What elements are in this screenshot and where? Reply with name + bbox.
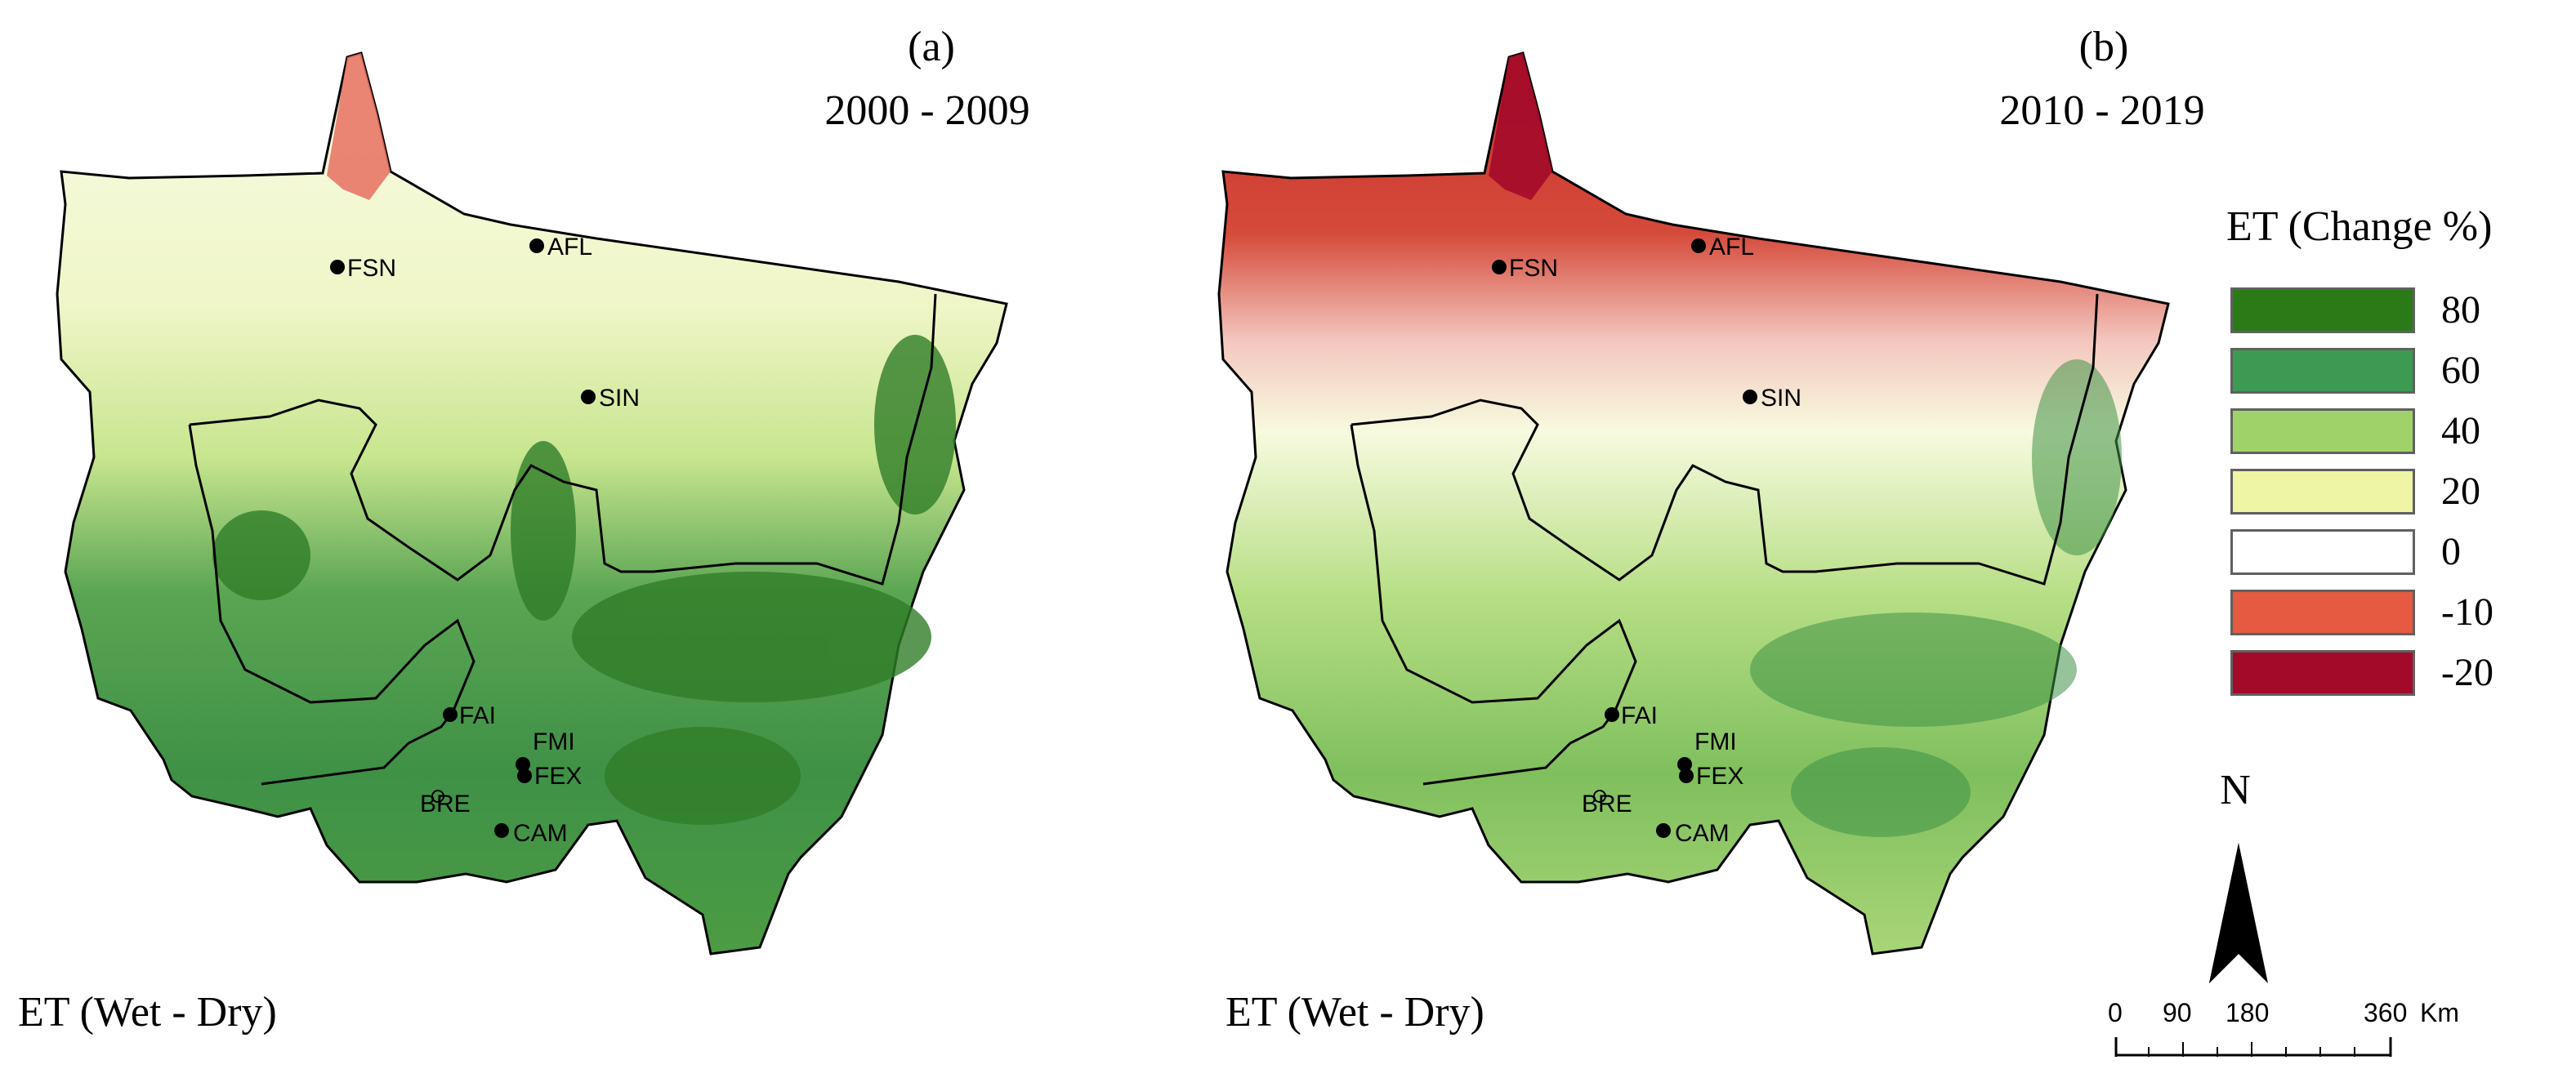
site-label-cam: CAM: [513, 820, 568, 847]
site-label-fsn: FSN: [347, 255, 396, 282]
legend-item: 20: [2230, 469, 2557, 519]
vegetation-patches: [1750, 359, 2122, 837]
site-marker-fsn: [1492, 260, 1507, 274]
region-boundary-north: [1351, 293, 2099, 586]
legend-label: -20: [2441, 651, 2493, 694]
scale-tick-label-180: 180: [2226, 998, 2270, 1027]
site-marker-sin: [1743, 390, 1757, 404]
site-label-fex: FEX: [1696, 763, 1743, 790]
site-marker-fmi: [1677, 757, 1692, 772]
scale-unit: Km: [2420, 998, 2459, 1027]
legend-item: -20: [2230, 650, 2557, 701]
legend-swatch: [2230, 408, 2415, 454]
site-marker-fsn: [330, 260, 345, 274]
north-arrow-icon: [2209, 843, 2268, 983]
site-label-sin: SIN: [599, 385, 640, 412]
panel-b-caption: ET (Wet - Dry): [1225, 989, 1484, 1036]
legend-swatch: [2230, 529, 2415, 575]
scale-tick-label-0: 0: [2108, 998, 2123, 1027]
site-label-fai: FAI: [459, 702, 496, 729]
panel-a-letter: (a): [908, 24, 955, 70]
panel-a-caption: ET (Wet - Dry): [18, 989, 277, 1036]
site-marker-cam: [494, 823, 509, 838]
site-marker-fex: [517, 768, 532, 783]
site-label-afl: AFL: [1709, 234, 1754, 261]
state-boundary: [1217, 51, 2170, 956]
site-label-fsn: FSN: [1509, 255, 1558, 282]
panel-b-years: 2010 - 2019: [1999, 87, 2205, 134]
site-marker-fmi: [516, 757, 530, 772]
scale-tick-label-90: 90: [2163, 998, 2192, 1027]
legend-item: 0: [2230, 529, 2557, 580]
scale-tick-label-360: 360: [2364, 998, 2408, 1027]
site-marker-sin: [581, 390, 596, 404]
legend-swatch: [2230, 348, 2415, 394]
legend-item: 40: [2230, 408, 2557, 459]
site-label-fex: FEX: [534, 763, 582, 790]
site-label-bre: BRE: [1582, 791, 1632, 817]
site-marker-afl: [1691, 238, 1706, 253]
north-red-patch: [327, 53, 391, 200]
site-label-bre: BRE: [420, 791, 471, 817]
legend-swatch: [2230, 469, 2415, 514]
legend-title: ET (Change %): [2226, 203, 2493, 250]
map-panel-a: FSN AFL SIN FAI FMI FEX BRE CAM: [56, 51, 1008, 956]
panel-b-letter: (b): [2078, 24, 2129, 70]
map-panel-b: FSN AFL SIN FAI FMI FEX BRE CAM: [1217, 51, 2170, 956]
legend-label: 20: [2441, 470, 2480, 513]
site-label-fai: FAI: [1621, 702, 1658, 729]
region-boundary-south: [188, 424, 475, 786]
legend-swatch: [2230, 590, 2415, 635]
site-label-cam: CAM: [1675, 820, 1730, 847]
site-marker-cam: [1656, 823, 1671, 838]
legend-label: 0: [2441, 530, 2461, 573]
legend-label: 80: [2441, 288, 2480, 332]
legend-item: -10: [2230, 590, 2557, 640]
site-marker-fai: [1605, 707, 1619, 722]
site-label-fmi: FMI: [533, 728, 575, 755]
site-marker-fai: [443, 707, 458, 722]
site-marker-bre: [431, 790, 444, 803]
north-label: N: [2220, 767, 2251, 813]
site-marker-afl: [529, 238, 544, 253]
site-label-sin: SIN: [1761, 385, 1801, 412]
vegetation-patches: [212, 335, 956, 825]
site-marker-bre: [1593, 790, 1606, 803]
region-boundary-north: [189, 293, 937, 586]
site-marker-fex: [1679, 768, 1694, 783]
north-red-patch: [1489, 53, 1552, 200]
legend-item: 80: [2230, 287, 2557, 338]
legend-swatch: [2230, 287, 2415, 333]
region-boundary-south: [1350, 424, 1637, 786]
legend-swatch: [2230, 650, 2415, 696]
site-label-fmi: FMI: [1694, 728, 1737, 755]
site-label-afl: AFL: [547, 234, 592, 261]
legend-label: 40: [2441, 409, 2480, 452]
legend-item: 60: [2230, 348, 2557, 399]
scale-bar-graphic: [2114, 1037, 2392, 1057]
panel-a-years: 2000 - 2009: [824, 87, 1030, 134]
legend-label: -10: [2441, 590, 2493, 634]
legend-label: 60: [2441, 349, 2480, 392]
